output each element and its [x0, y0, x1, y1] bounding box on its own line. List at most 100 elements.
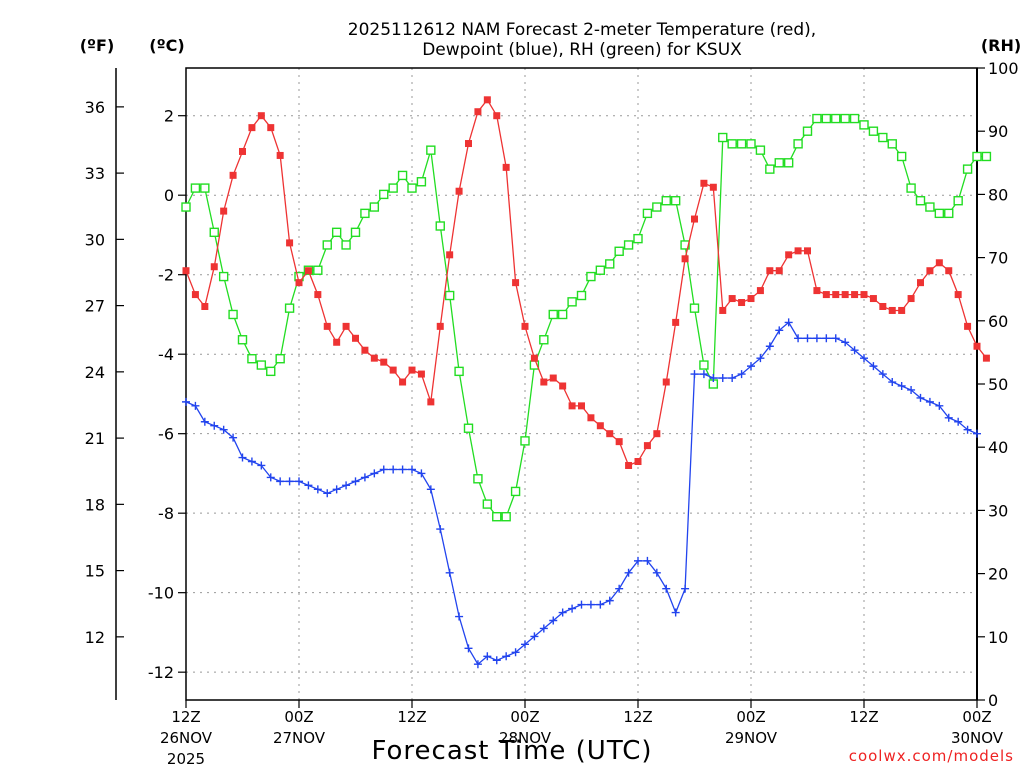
date-tick-label: 28NOV [499, 729, 552, 747]
rh-point [228, 309, 238, 320]
temperature-point [182, 267, 190, 275]
rh-point [539, 335, 549, 345]
dewpoint-point [907, 385, 916, 394]
rh-point [896, 151, 907, 162]
dewpoint-point [295, 477, 303, 486]
dewpoint-point [803, 334, 812, 343]
dewpoint-point [681, 584, 690, 593]
dewpoint-point [756, 354, 765, 363]
dewpoint-point [182, 397, 190, 406]
temperature-point [521, 322, 529, 330]
rh-point [736, 139, 747, 149]
date-tick-label: 29NOV [725, 729, 778, 747]
dewpoint-point [276, 477, 285, 486]
temperature-point [794, 247, 802, 255]
rh-point [350, 227, 361, 238]
temperature-point [587, 414, 595, 422]
rh-point [501, 512, 511, 522]
rh-point [360, 208, 370, 219]
dewpoint-point [445, 568, 454, 577]
rh-point [765, 164, 775, 174]
dewpoint-point [794, 334, 803, 343]
rh-point [284, 303, 295, 313]
time-tick-label: 12Z [397, 708, 426, 726]
dewpoint-point [935, 401, 944, 410]
temperature-point [502, 163, 510, 171]
rh-point [218, 271, 229, 282]
dewpoint-point [360, 473, 369, 482]
dewpoint-point [737, 370, 746, 379]
rh-point [953, 196, 963, 206]
celsius-tick-label: -2 [158, 266, 174, 285]
temperature-point [248, 124, 256, 132]
dewpoint-point [624, 568, 633, 577]
celsius-tick-label: 0 [164, 186, 174, 205]
temperature-point [530, 354, 538, 362]
rh-point [915, 196, 926, 206]
dewpoint-point [492, 656, 501, 665]
temperature-point [945, 267, 953, 275]
rh-point [727, 139, 737, 149]
dewpoint-point [342, 481, 351, 490]
dewpoint-point [530, 632, 539, 641]
dewpoint-point [511, 648, 520, 657]
dewpoint-point [831, 334, 840, 343]
temperature-point [719, 306, 727, 314]
dewpoint-point [841, 338, 850, 347]
temperature-point [926, 267, 934, 275]
rh-point [699, 360, 709, 370]
temperature-point [333, 338, 341, 346]
chart-subtitle: Dewpoint (blue), RH (green) for KSUX [422, 40, 742, 60]
rh-point [670, 196, 681, 206]
rh-point [972, 151, 982, 162]
temperature-point [286, 239, 294, 247]
dewpoint-point [944, 413, 953, 422]
rh-point [407, 183, 417, 193]
rh-series [181, 113, 992, 522]
temperature-point [813, 287, 821, 295]
dewpoint-point [229, 433, 238, 442]
rh-tick-label: 30 [988, 501, 1008, 520]
temperature-point [427, 398, 435, 406]
rh-point [473, 474, 483, 484]
temperature-point [775, 267, 783, 275]
rh-point [652, 202, 662, 212]
temperature-point [851, 291, 859, 299]
rh-tick-label: 10 [988, 628, 1008, 647]
rh-tick-label: 50 [988, 375, 1008, 394]
dewpoint-point [615, 584, 624, 593]
rh-tick-label: 80 [988, 185, 1008, 204]
rh-point [868, 126, 879, 136]
rh-point [435, 221, 445, 231]
dewpoint-point [257, 461, 266, 470]
celsius-tick-label: 2 [164, 107, 174, 126]
rh-point [605, 259, 615, 269]
dewpoint-point [634, 556, 642, 565]
dewpoint-point [408, 465, 416, 474]
temperature-point [408, 366, 416, 374]
dewpoint-line [185, 321, 978, 666]
dewpoint-point [323, 489, 332, 498]
temperature-point [314, 291, 322, 299]
dewpoint-point [916, 393, 925, 402]
rh-axis-header: (RH) [981, 36, 1021, 55]
rh-point [614, 246, 624, 256]
gridlines [186, 68, 977, 700]
rh-point [849, 113, 860, 124]
dewpoint-point [888, 378, 897, 387]
dewpoint-point [210, 421, 219, 430]
temperature-point [907, 295, 915, 303]
fahrenheit-tick-label: 27 [85, 297, 105, 316]
dewpoint-point [266, 473, 275, 482]
dewpoint-point [304, 481, 313, 490]
temperature-point [229, 171, 237, 179]
temperature-point [822, 291, 830, 299]
rh-point [209, 227, 219, 238]
rh-point [944, 208, 954, 219]
rh-point [793, 139, 803, 149]
dewpoint-point [332, 485, 341, 494]
temperature-point [239, 147, 246, 155]
dewpoint-point [747, 362, 755, 371]
temperature-point [954, 291, 962, 299]
rh-point [313, 265, 323, 275]
